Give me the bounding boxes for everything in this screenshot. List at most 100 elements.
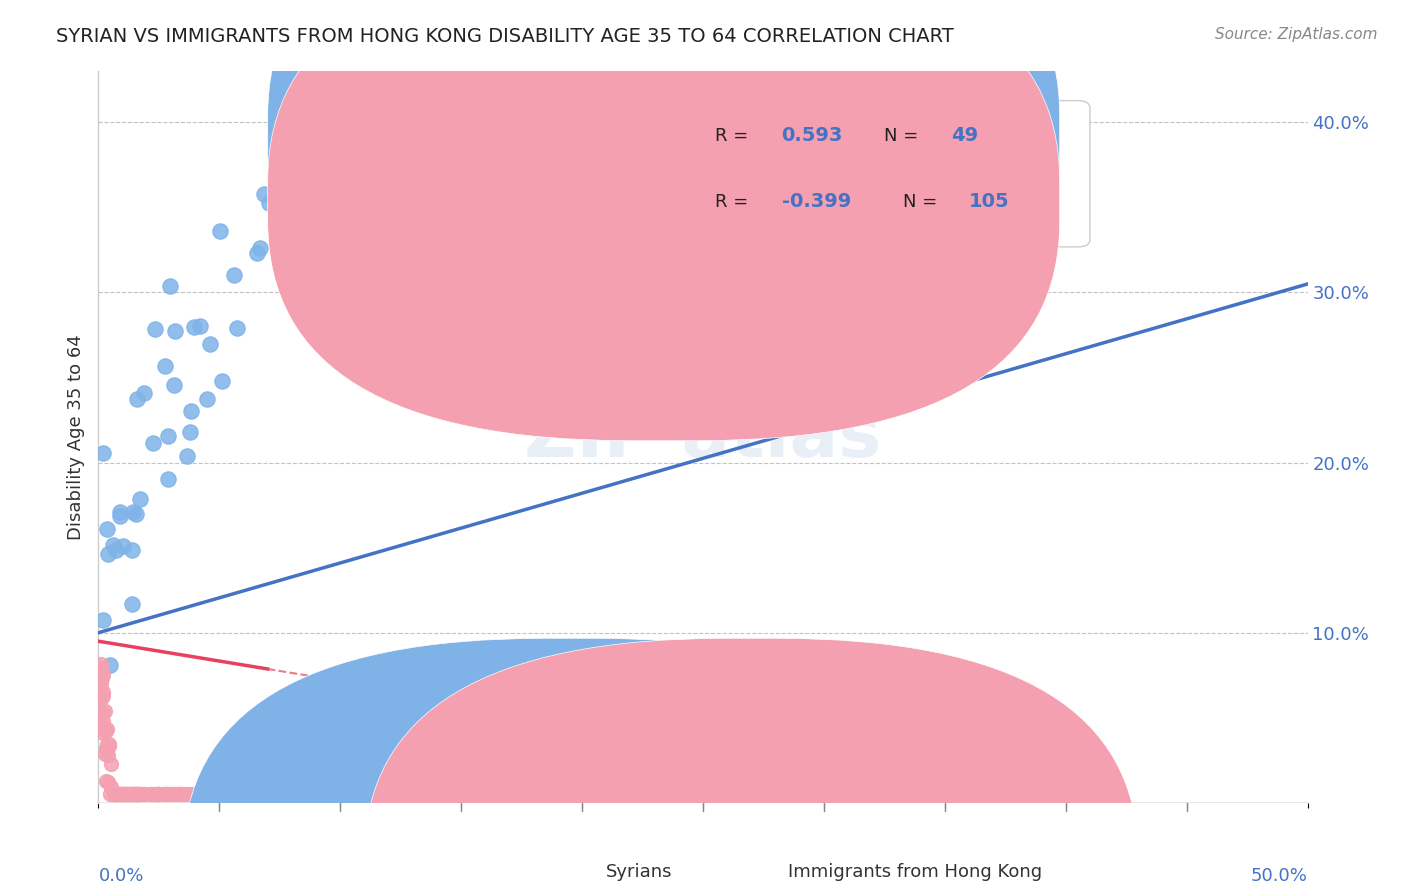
Text: 105: 105: [969, 192, 1010, 211]
Point: [169, 787, 191, 801]
Point: [246, 246, 269, 260]
Point: [169, 787, 191, 801]
Point: [183, 319, 205, 334]
Point: [176, 449, 198, 463]
Point: [153, 787, 176, 801]
Point: [108, 787, 131, 801]
Point: [90, 691, 112, 706]
Point: [156, 429, 179, 443]
Point: [127, 787, 149, 801]
Point: [103, 787, 125, 801]
Point: [118, 787, 141, 801]
Point: [156, 787, 179, 801]
Point: [188, 319, 211, 334]
Point: [146, 787, 169, 801]
Text: Syrians: Syrians: [606, 863, 672, 881]
Point: [132, 787, 155, 801]
FancyBboxPatch shape: [183, 639, 957, 892]
Point: [91, 685, 114, 699]
Point: [103, 538, 125, 552]
Point: [174, 787, 197, 801]
Point: [125, 787, 148, 801]
Point: [91, 689, 114, 703]
Point: [115, 787, 138, 801]
Point: [114, 787, 136, 801]
Point: [134, 787, 156, 801]
Text: N =: N =: [884, 127, 918, 145]
Point: [169, 787, 191, 801]
Point: [132, 787, 155, 801]
Point: [90, 677, 112, 691]
Point: [198, 787, 221, 801]
Point: [91, 714, 114, 729]
Point: [90, 691, 112, 706]
Text: Immigrants from Hong Kong: Immigrants from Hong Kong: [787, 863, 1042, 881]
Text: R =: R =: [716, 193, 748, 211]
Point: [118, 787, 141, 801]
Point: [90, 689, 112, 703]
Point: [108, 787, 131, 801]
Point: [91, 668, 114, 682]
Point: [157, 787, 180, 801]
Point: [132, 386, 155, 401]
Point: [295, 81, 318, 95]
Point: [90, 671, 112, 685]
Point: [112, 787, 135, 801]
Point: [97, 547, 120, 561]
Point: [160, 787, 183, 801]
Point: [121, 598, 143, 612]
Point: [90, 665, 112, 679]
Point: [165, 324, 187, 338]
Point: [104, 787, 127, 801]
FancyBboxPatch shape: [364, 639, 1139, 892]
Point: [157, 787, 180, 801]
Point: [96, 523, 118, 537]
Point: [105, 787, 128, 801]
Point: [166, 787, 188, 801]
Point: [121, 787, 143, 801]
Text: ZIP atlas: ZIP atlas: [524, 402, 882, 472]
Point: [174, 787, 197, 801]
Point: [155, 787, 177, 801]
Point: [195, 392, 218, 407]
Point: [100, 757, 122, 772]
Point: [186, 787, 208, 801]
Point: [114, 787, 136, 801]
Point: [180, 404, 202, 418]
Point: [981, 166, 1004, 180]
Text: 0.0%: 0.0%: [98, 867, 143, 886]
Point: [100, 780, 122, 794]
Point: [162, 787, 184, 801]
Point: [153, 359, 176, 373]
Point: [125, 392, 148, 406]
Y-axis label: Disability Age 35 to 64: Disability Age 35 to 64: [66, 334, 84, 540]
Point: [129, 491, 152, 506]
Point: [108, 787, 131, 801]
Point: [96, 742, 118, 756]
Point: [107, 787, 129, 801]
Point: [208, 224, 231, 238]
Point: [145, 787, 167, 801]
Point: [127, 787, 149, 801]
Point: [157, 471, 180, 485]
Text: 49: 49: [950, 127, 979, 145]
Point: [98, 657, 121, 672]
Point: [124, 787, 146, 801]
Point: [97, 748, 120, 763]
Point: [96, 738, 118, 752]
Text: 50.0%: 50.0%: [1251, 867, 1308, 886]
Point: [118, 787, 141, 801]
Point: [146, 787, 169, 801]
Point: [112, 539, 135, 553]
Point: [94, 704, 117, 718]
Point: [94, 747, 117, 761]
Point: [128, 787, 150, 801]
Point: [813, 81, 835, 95]
Point: [94, 723, 117, 738]
Point: [96, 773, 118, 788]
Point: [91, 446, 114, 460]
Point: [108, 506, 131, 520]
Point: [111, 787, 134, 801]
Point: [225, 321, 247, 335]
Point: [112, 787, 135, 801]
